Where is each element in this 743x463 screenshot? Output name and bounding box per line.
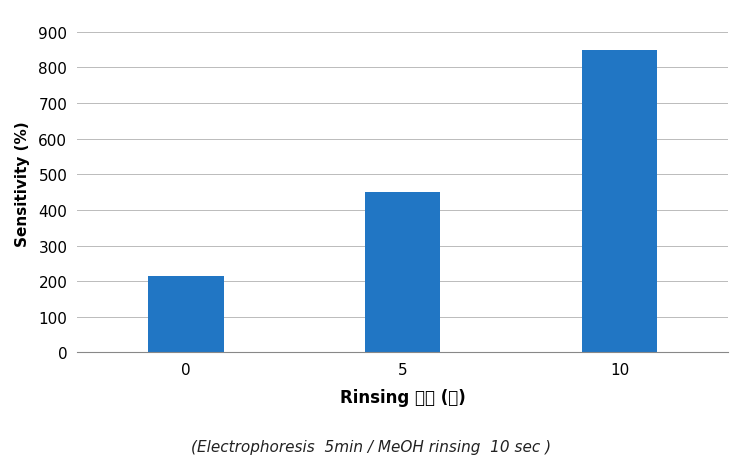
Y-axis label: Sensitivity (%): Sensitivity (%) <box>15 121 30 246</box>
Bar <box>148 276 224 353</box>
Text: (Electrophoresis  5min / MeOH rinsing  10 sec ): (Electrophoresis 5min / MeOH rinsing 10 … <box>192 439 551 454</box>
Bar <box>365 193 441 353</box>
X-axis label: Rinsing 회수 (회): Rinsing 회수 (회) <box>340 388 465 407</box>
Bar <box>582 50 658 353</box>
